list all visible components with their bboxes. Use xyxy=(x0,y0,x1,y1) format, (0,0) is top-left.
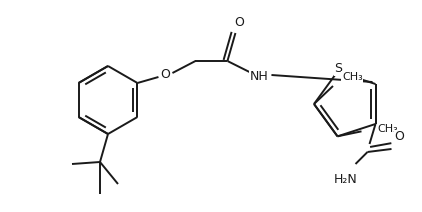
Text: H₂N: H₂N xyxy=(334,173,357,187)
Text: S: S xyxy=(335,62,343,75)
Text: O: O xyxy=(160,68,170,81)
Text: NH: NH xyxy=(250,71,269,84)
Text: CH₃: CH₃ xyxy=(342,72,363,82)
Text: O: O xyxy=(235,17,244,29)
Text: O: O xyxy=(395,130,404,144)
Text: CH₃: CH₃ xyxy=(378,124,398,134)
